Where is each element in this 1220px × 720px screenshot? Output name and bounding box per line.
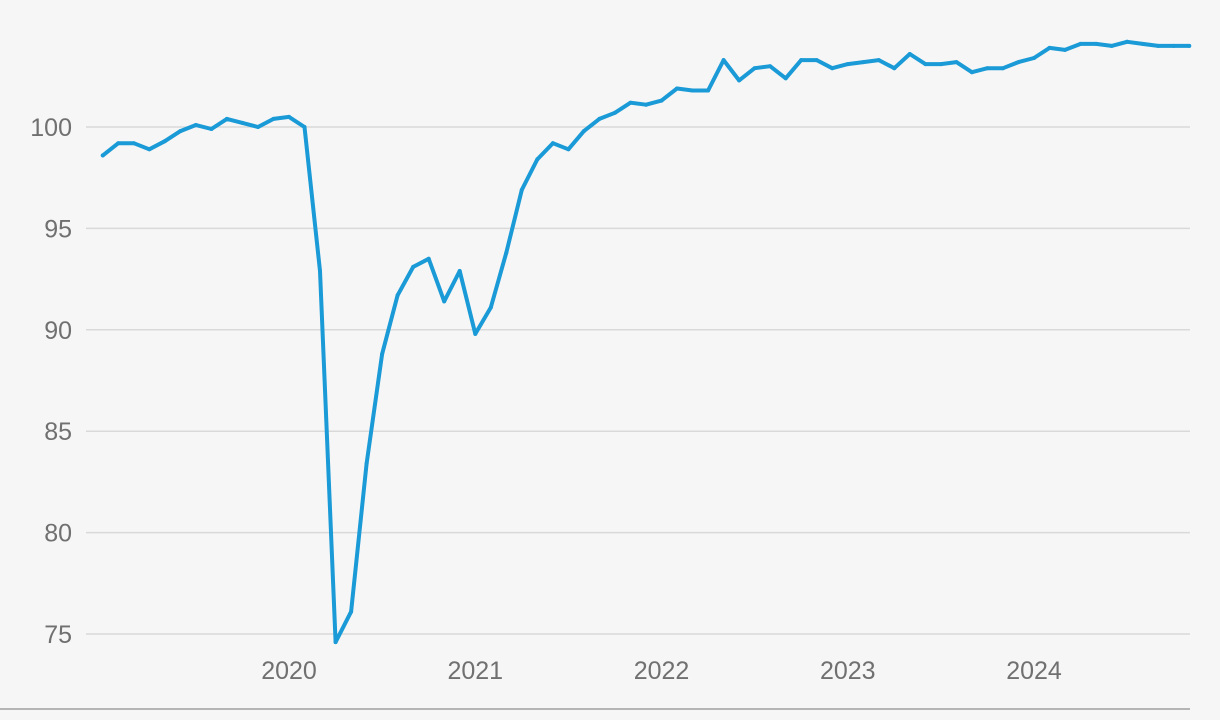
data-point-2022-09 <box>783 76 788 81</box>
data-point-2020-05 <box>349 609 354 614</box>
data-point-2019-02 <box>116 141 121 146</box>
data-point-2023-04 <box>892 66 897 71</box>
y-axis-tick-labels: 75 80 85 90 95 100 <box>30 114 72 649</box>
data-point-2022-12 <box>830 66 835 71</box>
data-point-2020-04 <box>333 640 338 645</box>
data-point-2024-04 <box>1078 41 1083 46</box>
data-point-2022-04 <box>706 88 711 93</box>
data-point-2019-12 <box>271 116 276 121</box>
data-point-2021-01 <box>473 331 478 336</box>
data-point-2021-09 <box>597 116 602 121</box>
data-point-2021-12 <box>644 102 648 107</box>
data-point-2024-08 <box>1140 41 1145 46</box>
data-point-2021-04 <box>519 187 524 192</box>
data-point-2021-06 <box>550 141 555 146</box>
data-point-2023-03 <box>876 58 881 63</box>
x-tick-label-2021: 2021 <box>447 657 503 685</box>
y-tick-label-80: 80 <box>44 520 72 548</box>
data-point-2020-12 <box>457 269 462 273</box>
data-point-2023-05 <box>907 52 912 56</box>
data-point-2019-08 <box>209 127 214 131</box>
data-point-2023-12 <box>1016 60 1021 65</box>
data-point-2020-06 <box>364 461 369 466</box>
data-point-2022-10 <box>799 58 804 63</box>
data-point-2023-02 <box>861 60 866 65</box>
data-point-2019-07 <box>193 123 198 127</box>
data-point-2022-07 <box>752 66 757 71</box>
data-point-2022-05 <box>721 58 726 63</box>
data-point-2023-09 <box>969 70 974 75</box>
data-point-2024-03 <box>1063 47 1067 52</box>
data-point-2020-07 <box>380 352 385 357</box>
data-point-2019-05 <box>162 139 167 144</box>
y-tick-label-85: 85 <box>44 418 72 446</box>
data-point-2023-08 <box>954 60 959 65</box>
y-tick-label-90: 90 <box>44 317 72 345</box>
data-point-2024-02 <box>1047 45 1052 50</box>
data-point-2020-01 <box>287 114 291 119</box>
data-point-2024-11 <box>1187 43 1192 48</box>
x-tick-label-2024: 2024 <box>1006 657 1062 685</box>
data-point-2023-07 <box>938 62 943 67</box>
data-point-2019-01 <box>100 153 105 158</box>
data-point-2020-10 <box>426 256 431 261</box>
gridlines <box>86 126 1190 635</box>
data-point-2020-02 <box>302 125 307 129</box>
data-point-2023-11 <box>1001 66 1005 71</box>
data-point-2024-07 <box>1125 39 1130 44</box>
data-point-2022-01 <box>659 98 664 103</box>
data-point-2023-06 <box>923 62 928 67</box>
x-axis-tick-labels: 2020 2021 2022 2023 2024 <box>261 657 1062 685</box>
data-point-2024-09 <box>1156 43 1161 48</box>
data-point-2022-03 <box>690 88 695 93</box>
data-point-2021-11 <box>628 100 633 105</box>
data-point-2019-11 <box>256 125 260 129</box>
data-point-2021-02 <box>488 305 493 310</box>
data-point-2023-10 <box>985 66 990 71</box>
data-point-2024-10 <box>1171 43 1176 48</box>
data-point-2019-04 <box>147 147 152 152</box>
data-point-2024-01 <box>1032 56 1036 60</box>
data-point-2022-08 <box>768 64 773 69</box>
data-point-2020-03 <box>318 269 322 273</box>
data-point-2022-11 <box>814 58 819 63</box>
data-point-2019-06 <box>178 129 183 134</box>
series-line-0 <box>100 39 1192 645</box>
data-point-2021-03 <box>504 250 509 255</box>
data-point-2022-06 <box>737 78 742 83</box>
data-point-2024-06 <box>1109 43 1114 48</box>
x-tick-label-2023: 2023 <box>820 657 876 685</box>
y-tick-label-75: 75 <box>44 621 72 649</box>
data-point-2022-02 <box>675 86 679 91</box>
data-point-2021-05 <box>535 157 540 162</box>
data-point-2019-03 <box>131 141 136 146</box>
x-tick-label-2020: 2020 <box>261 657 317 685</box>
series-points-0 <box>100 39 1192 645</box>
data-point-2020-08 <box>395 293 400 298</box>
data-point-2021-10 <box>612 110 617 115</box>
data-point-2020-11 <box>442 299 447 304</box>
data-point-2019-10 <box>240 120 245 125</box>
data-point-2019-09 <box>224 116 229 121</box>
data-point-2020-09 <box>411 264 416 269</box>
y-tick-label-95: 95 <box>44 215 72 243</box>
series-layer <box>100 39 1192 645</box>
x-tick-label-2022: 2022 <box>634 657 690 685</box>
data-point-2021-07 <box>566 147 571 152</box>
data-point-2023-01 <box>845 62 850 67</box>
data-point-2021-08 <box>581 129 586 134</box>
data-point-2024-05 <box>1094 41 1099 46</box>
y-tick-label-100: 100 <box>30 114 72 142</box>
